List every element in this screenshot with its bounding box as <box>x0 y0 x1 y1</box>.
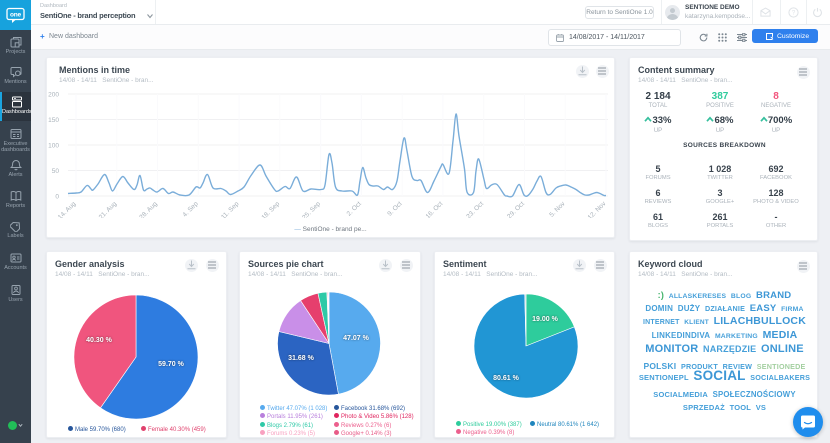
svg-text:one: one <box>10 11 22 18</box>
svg-text:21. Aug: 21. Aug <box>98 200 119 218</box>
svg-text:2. Oct: 2. Oct <box>346 200 363 217</box>
svg-text:28. Aug: 28. Aug <box>138 200 159 218</box>
svg-text:25. Sep: 25. Sep <box>301 200 322 218</box>
svg-text:18. Sep: 18. Sep <box>260 200 281 218</box>
svg-text:?: ? <box>792 10 796 17</box>
svg-text:0: 0 <box>55 194 59 201</box>
svg-text:5. Nov: 5. Nov <box>548 200 567 218</box>
svg-text:4. Sep: 4. Sep <box>181 200 200 218</box>
svg-text:9. Oct: 9. Oct <box>386 200 403 217</box>
svg-text:12. Nov: 12. Nov <box>587 200 608 218</box>
svg-text:11. Sep: 11. Sep <box>220 200 241 218</box>
svg-text:200: 200 <box>48 92 59 99</box>
svg-text:50: 50 <box>52 168 60 175</box>
svg-text:23. Oct: 23. Oct <box>465 200 485 218</box>
svg-text:16. Oct: 16. Oct <box>425 200 445 218</box>
svg-text:150: 150 <box>48 117 59 124</box>
svg-text:29. Oct: 29. Oct <box>506 200 526 218</box>
svg-text:14. Aug: 14. Aug <box>57 200 78 218</box>
svg-text:100: 100 <box>48 143 59 150</box>
